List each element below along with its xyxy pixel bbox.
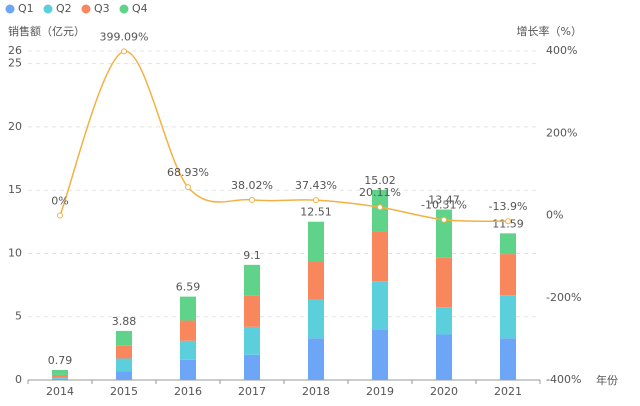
x-tick-label: 2021 — [494, 385, 522, 398]
y-tick-label: 5 — [15, 310, 22, 323]
x-tick-label: 2014 — [46, 385, 74, 398]
growth-label: -10.31% — [421, 199, 467, 212]
bar-segment — [436, 257, 452, 308]
x-axis-label: 年份 — [596, 373, 618, 387]
legend-marker — [43, 4, 53, 14]
bar-segment — [116, 330, 132, 346]
y-tick-label: 20 — [8, 120, 22, 133]
bar-segment — [180, 359, 196, 380]
x-tick-label: 2020 — [430, 385, 458, 398]
total-label: 15.02 — [364, 174, 396, 187]
bar-segment — [500, 233, 516, 255]
y-tick-label: 0 — [15, 373, 22, 386]
y-tick-label: 26 — [8, 44, 22, 57]
bar-segment — [244, 326, 260, 355]
growth-label: 399.09% — [100, 30, 149, 43]
legend-label: Q1 — [18, 2, 34, 15]
bar-segment — [372, 281, 388, 331]
growth-point — [441, 216, 447, 223]
bar-segment — [436, 307, 452, 335]
growth-point — [57, 212, 63, 219]
growth-label: 0% — [51, 195, 68, 208]
total-label: 6.59 — [176, 281, 201, 294]
y-axis-label: 销售额（亿元） — [8, 24, 85, 38]
bar-segment — [52, 374, 68, 378]
growth-point — [313, 197, 319, 204]
bar-segment — [116, 345, 132, 359]
bar-segment — [436, 209, 452, 258]
y2-tick-label: 0% — [546, 209, 563, 222]
growth-point — [185, 184, 191, 191]
legend-label: Q2 — [56, 2, 72, 15]
x-tick-label: 2019 — [366, 385, 394, 398]
total-label: 13.47 — [428, 194, 460, 207]
growth-label: 68.93% — [167, 166, 209, 179]
growth-label: 37.43% — [295, 179, 337, 192]
bar-segment — [180, 296, 196, 321]
growth-point — [377, 204, 383, 211]
bar-segment — [52, 370, 68, 375]
y-tick-label: 15 — [8, 183, 22, 196]
bar-segment — [116, 358, 132, 372]
growth-label: -13.9% — [489, 200, 528, 213]
x-tick-label: 2017 — [238, 385, 266, 398]
bar-segment — [372, 231, 388, 282]
bar-segment — [244, 354, 260, 380]
x-tick-label: 2015 — [110, 385, 138, 398]
y2-axis-label: 增长率（%） — [517, 24, 582, 38]
growth-point — [505, 218, 511, 225]
bar-segment — [500, 254, 516, 296]
bar-segment — [244, 295, 260, 327]
y2-tick-label: 400% — [546, 44, 577, 57]
bar-segment — [180, 320, 196, 341]
total-label: 12.51 — [300, 206, 332, 219]
total-label: 3.88 — [112, 315, 137, 328]
total-label: 0.79 — [48, 354, 73, 367]
legend-label: Q4 — [132, 2, 148, 15]
bar-segment — [116, 371, 132, 380]
y2-tick-label: -400% — [546, 373, 581, 386]
bar-segment — [308, 221, 324, 262]
bar-segment — [308, 338, 324, 380]
growth-label: 38.02% — [231, 179, 273, 192]
bar-segment — [372, 189, 388, 232]
legend-marker — [81, 4, 91, 14]
growth-point — [249, 196, 255, 203]
growth-label: 20.11% — [359, 186, 401, 199]
bar-segment — [436, 334, 452, 380]
bar-segment — [308, 299, 324, 339]
y2-tick-label: 200% — [546, 126, 577, 139]
x-tick-label: 2018 — [302, 385, 330, 398]
bar-segment — [52, 377, 68, 379]
y2-tick-label: -200% — [546, 291, 581, 304]
total-label: 9.1 — [243, 249, 261, 262]
bar-segment — [308, 261, 324, 300]
growth-point — [121, 48, 127, 55]
bar-segment — [500, 295, 516, 339]
bar-segment — [372, 330, 388, 380]
y-tick-label: 25 — [8, 57, 22, 70]
legend-marker — [5, 4, 15, 14]
bar-segment — [180, 340, 196, 360]
bar-segment — [244, 264, 260, 296]
x-tick-label: 2016 — [174, 385, 202, 398]
bar-segment — [500, 338, 516, 380]
legend-label: Q3 — [94, 2, 110, 15]
y-tick-label: 10 — [8, 246, 22, 259]
legend-marker — [119, 4, 129, 14]
bar-segment — [52, 378, 68, 380]
